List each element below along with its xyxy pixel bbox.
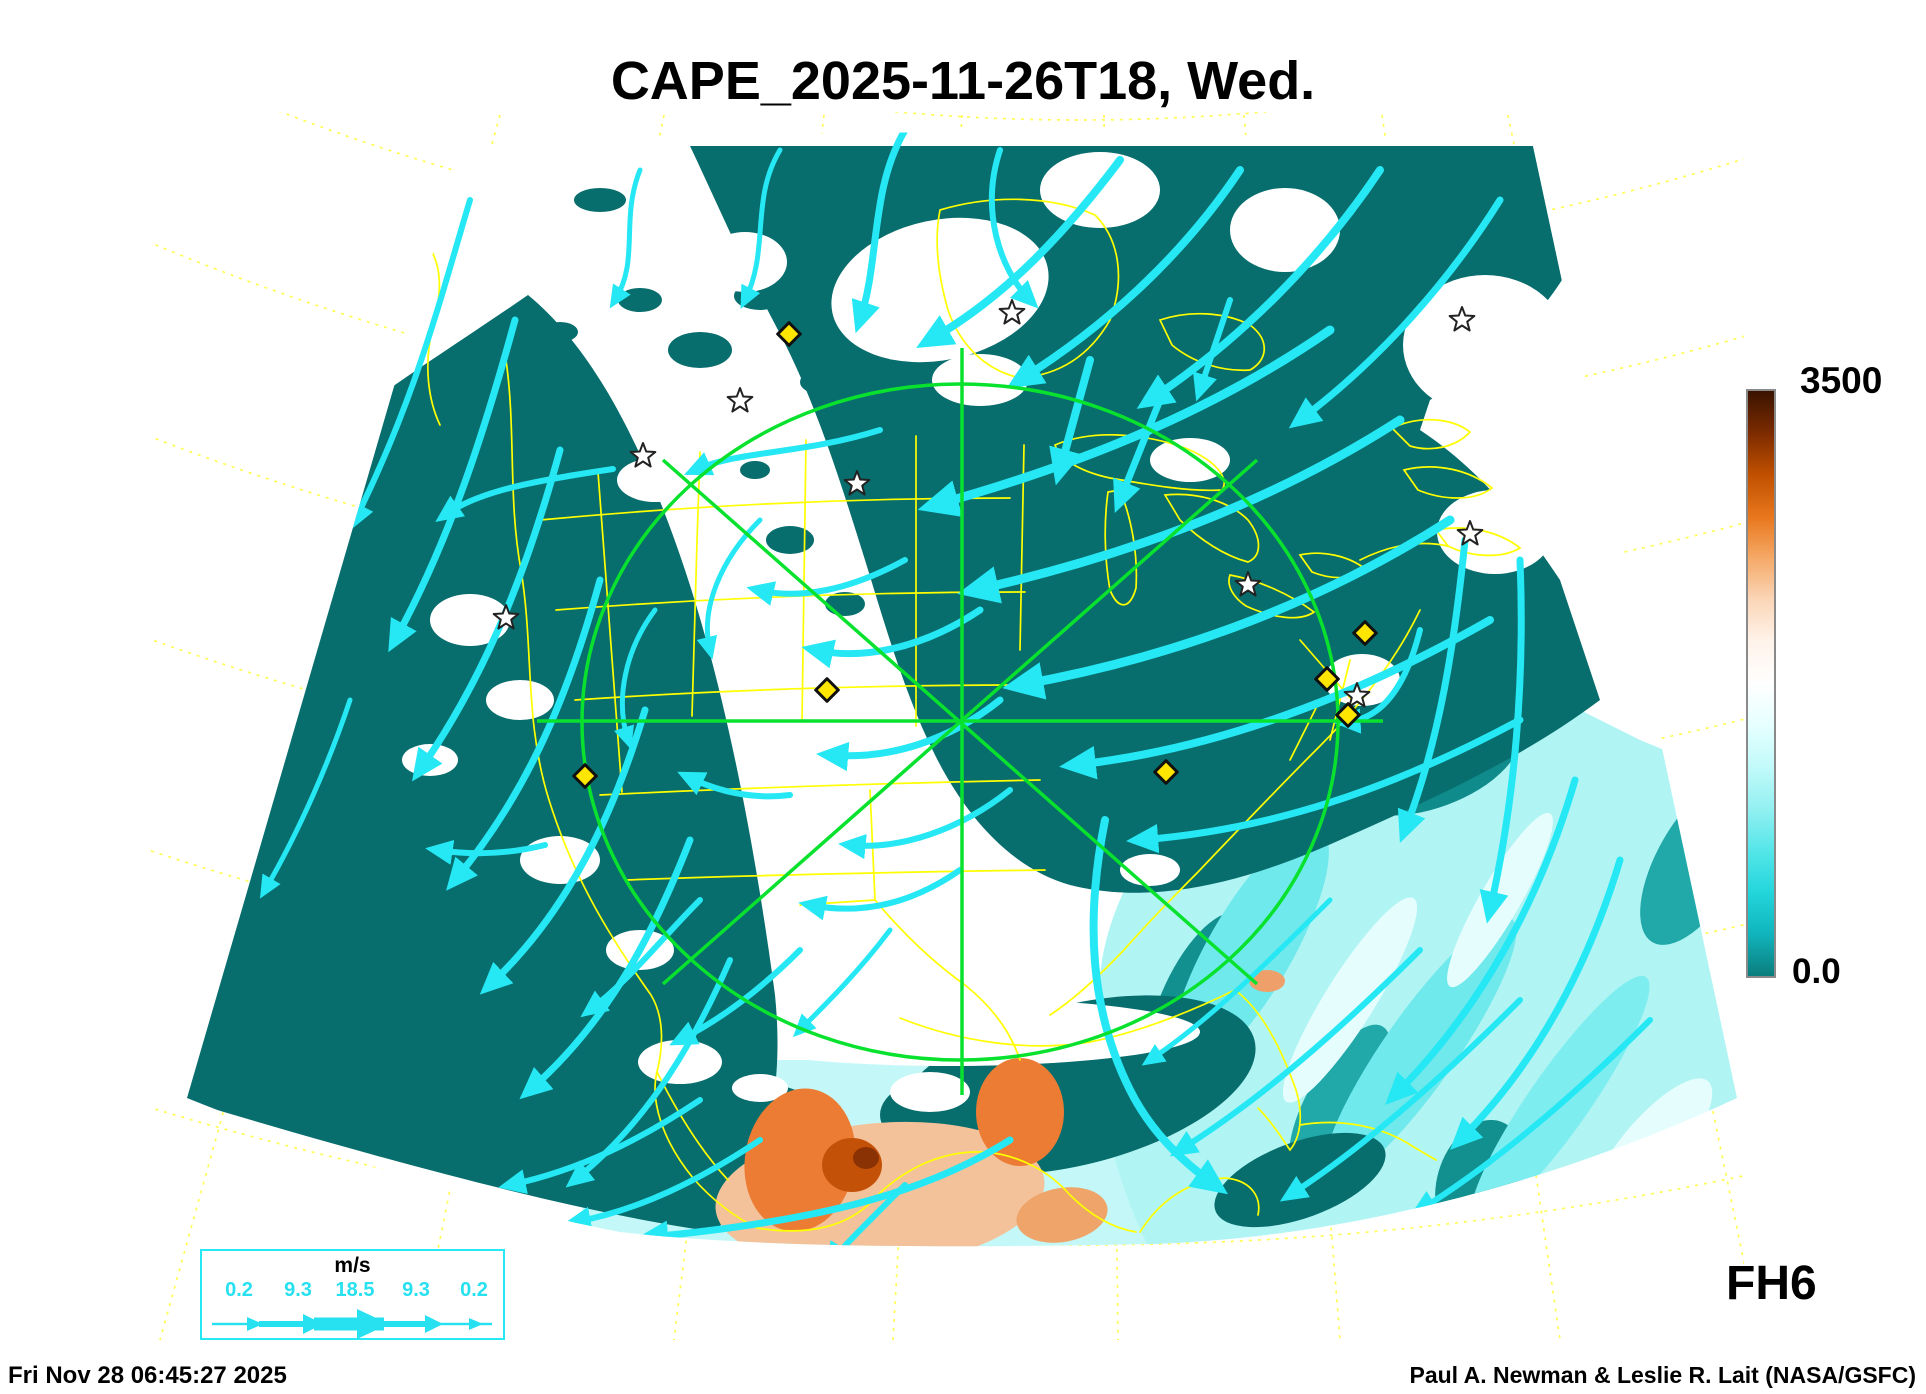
wind-speed-label: 18.5 bbox=[335, 1279, 375, 1301]
diamond-marker bbox=[572, 763, 598, 789]
diamond-marker bbox=[1314, 666, 1340, 692]
wind-scale-arrow bbox=[212, 1309, 492, 1339]
diamond-marker bbox=[814, 677, 840, 703]
wind-speed-label: 9.3 bbox=[402, 1279, 430, 1301]
timestamp-text: Fri Nov 28 06:45:27 2025 bbox=[8, 1362, 287, 1389]
credit-text: Paul A. Newman & Leslie R. Lait (NASA/GS… bbox=[1409, 1362, 1916, 1388]
wind-unit-label: m/s bbox=[334, 1254, 371, 1277]
wind-speed-legend: m/s 0.2 9.3 18.5 9.3 0.2 bbox=[200, 1249, 505, 1340]
wind-speed-label: 0.2 bbox=[460, 1279, 488, 1301]
star-marker bbox=[998, 299, 1026, 325]
star-marker bbox=[492, 604, 520, 630]
diamond-marker bbox=[1352, 620, 1378, 646]
diamond-marker bbox=[1335, 702, 1361, 728]
star-marker bbox=[1456, 520, 1484, 546]
wind-speed-label: 0.2 bbox=[225, 1279, 253, 1301]
star-marker bbox=[726, 387, 754, 413]
star-markers bbox=[492, 299, 1484, 708]
crosshair-rose-overlay bbox=[537, 348, 1383, 1095]
wind-streamlines bbox=[259, 132, 1653, 1247]
rose-diagonal-ne-sw bbox=[661, 458, 1259, 986]
forecast-hour-label: FH6 bbox=[1726, 1257, 1817, 1310]
gulf-coast-band bbox=[700, 998, 1200, 1066]
wind-speed-label: 9.3 bbox=[284, 1279, 312, 1301]
colorbar bbox=[1746, 389, 1776, 978]
diamond-marker bbox=[1153, 759, 1179, 785]
colorbar-min-label: 0.0 bbox=[1792, 952, 1841, 991]
star-marker bbox=[843, 470, 871, 496]
diamond-marker bbox=[776, 321, 802, 347]
map-fill bbox=[187, 132, 1737, 1247]
star-marker bbox=[629, 442, 657, 468]
star-marker bbox=[1234, 571, 1262, 597]
star-marker bbox=[1343, 682, 1371, 708]
diamond-markers bbox=[572, 321, 1378, 789]
colorbar-gradient bbox=[1748, 391, 1774, 976]
colorbar-max-label: 3500 bbox=[1800, 360, 1883, 401]
plot-title: CAPE_2025-11-26T18, Wed. bbox=[610, 51, 1316, 111]
star-marker bbox=[1448, 306, 1476, 332]
